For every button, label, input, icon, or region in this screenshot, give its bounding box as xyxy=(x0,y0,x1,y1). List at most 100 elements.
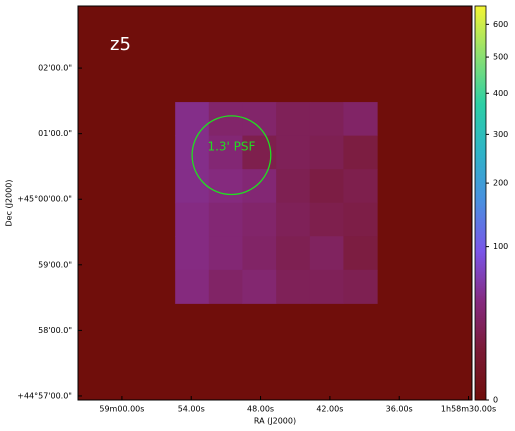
colorbar-frame xyxy=(474,5,487,401)
colorbar-segment xyxy=(475,276,486,279)
colorbar-segment xyxy=(475,112,486,115)
colorbar-segment xyxy=(475,92,486,95)
colorbar-segment xyxy=(475,202,486,205)
pixel xyxy=(309,202,344,237)
colorbar-segment xyxy=(475,100,486,103)
colorbar-segment xyxy=(475,360,486,363)
colorbar-segment xyxy=(475,366,486,369)
pixel xyxy=(208,202,243,237)
colorbar-segment xyxy=(475,382,486,385)
colorbar-segment xyxy=(475,114,486,117)
pixel xyxy=(343,236,378,271)
colorbar-segment xyxy=(475,102,486,105)
colorbar-segment xyxy=(475,388,486,391)
x-tick-label: 59m00.00s xyxy=(99,405,144,414)
colorbar-segment xyxy=(475,158,486,161)
colorbar-segment xyxy=(475,132,486,135)
colorbar-segment xyxy=(475,352,486,355)
colorbar-segment xyxy=(475,300,486,303)
pixel xyxy=(242,169,277,204)
colorbar-segment xyxy=(475,68,486,71)
colorbar-segment xyxy=(475,18,486,21)
colorbar-segment xyxy=(475,128,486,131)
colorbar-tick-label: 0 xyxy=(493,396,498,405)
colorbar-segment xyxy=(475,374,486,377)
colorbar-segment xyxy=(475,378,486,381)
colorbar-segment xyxy=(475,386,486,389)
colorbar-tick-label: 500 xyxy=(493,53,508,62)
colorbar-segment xyxy=(475,182,486,185)
colorbar-segment xyxy=(475,230,486,233)
colorbar-segment xyxy=(475,310,486,313)
colorbar-segment xyxy=(475,204,486,207)
colorbar-segment xyxy=(475,58,486,61)
y-tick-label: +45°00'00.0" xyxy=(17,195,72,204)
colorbar-segment xyxy=(475,170,486,173)
colorbar-segment xyxy=(475,324,486,327)
colorbar-segment xyxy=(475,218,486,221)
colorbar-segment xyxy=(475,306,486,309)
pixel xyxy=(175,202,210,237)
pixel xyxy=(343,135,378,170)
colorbar-segment xyxy=(475,314,486,317)
colorbar-segment xyxy=(475,348,486,351)
colorbar-segment xyxy=(475,316,486,319)
x-tick-label: 1h58m30.00s xyxy=(441,405,496,414)
pixel xyxy=(309,236,344,271)
y-tick-label: 58'00.0" xyxy=(38,326,72,335)
colorbar-segment xyxy=(475,298,486,301)
pixel xyxy=(175,236,210,271)
colorbar-segment xyxy=(475,248,486,251)
colorbar-segment xyxy=(475,126,486,129)
colorbar-segment xyxy=(475,390,486,393)
colorbar-segment xyxy=(475,50,486,53)
colorbar-segment xyxy=(475,38,486,41)
colorbar-segment xyxy=(475,94,486,97)
colorbar-segment xyxy=(475,54,486,57)
colorbar-segment xyxy=(475,280,486,283)
colorbar-segment xyxy=(475,120,486,123)
colorbar-segment xyxy=(475,308,486,311)
colorbar-segment xyxy=(475,56,486,59)
colorbar-segment xyxy=(475,262,486,265)
colorbar-segment xyxy=(475,312,486,315)
colorbar-segment xyxy=(475,144,486,147)
colorbar-segment xyxy=(475,36,486,39)
colorbar-segment xyxy=(475,130,486,133)
colorbar-segment xyxy=(475,278,486,281)
colorbar-segment xyxy=(475,152,486,155)
colorbar-segment xyxy=(475,398,486,401)
panel-label: z5 xyxy=(110,34,131,55)
plot-frame xyxy=(77,5,473,401)
colorbar-segment xyxy=(475,88,486,91)
colorbar-segment xyxy=(475,264,486,267)
colorbar-segment xyxy=(475,6,486,9)
colorbar-segment xyxy=(475,392,486,395)
colorbar-segment xyxy=(475,208,486,211)
pixel xyxy=(208,169,243,204)
colorbar-segment xyxy=(475,12,486,15)
colorbar-segment xyxy=(475,196,486,199)
colorbar-segment xyxy=(475,138,486,141)
colorbar-segment xyxy=(475,172,486,175)
colorbar-segment xyxy=(475,358,486,361)
pixel xyxy=(242,236,277,271)
pixel xyxy=(276,169,311,204)
pixel xyxy=(175,169,210,204)
pixel xyxy=(276,202,311,237)
colorbar-segment xyxy=(475,318,486,321)
colorbar-segment xyxy=(475,370,486,373)
x-tick-label: 36.00s xyxy=(386,405,413,414)
y-tick-label: +44°57'00.0" xyxy=(17,391,72,400)
colorbar-segment xyxy=(475,344,486,347)
colorbar-segment xyxy=(475,238,486,241)
colorbar-segment xyxy=(475,212,486,215)
colorbar-segment xyxy=(475,346,486,349)
colorbar-segment xyxy=(475,116,486,119)
colorbar-segment xyxy=(475,32,486,35)
colorbar-segment xyxy=(475,62,486,65)
colorbar-segment xyxy=(475,10,486,13)
pixel xyxy=(309,135,344,170)
pixel xyxy=(309,102,344,137)
pixel xyxy=(276,102,311,137)
